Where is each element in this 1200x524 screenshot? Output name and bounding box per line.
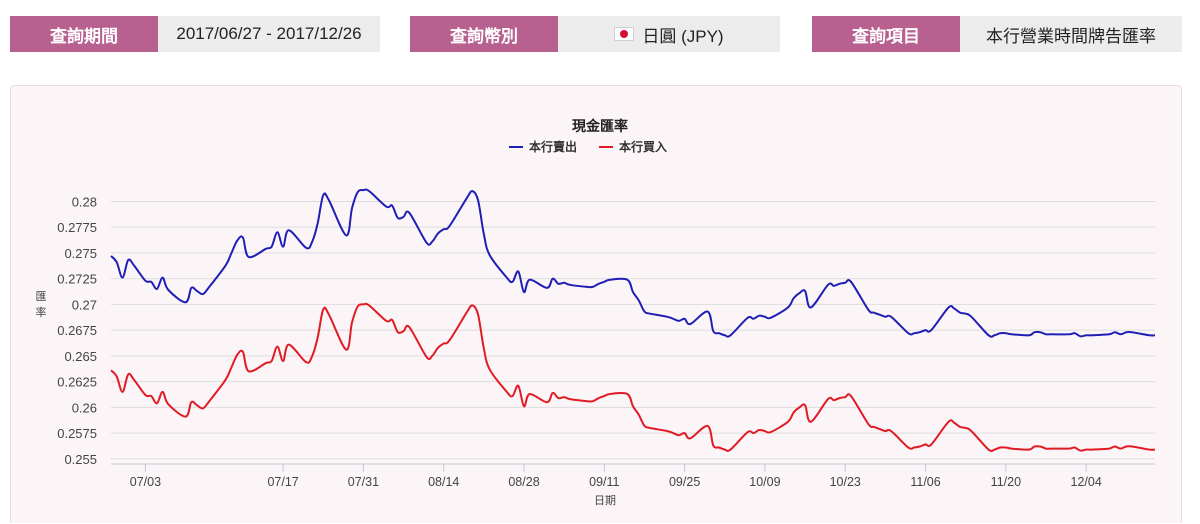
y-tick-label: 0.28 — [72, 194, 97, 209]
y-tick-label: 0.26 — [72, 400, 97, 415]
y-tick-label: 0.255 — [64, 452, 97, 467]
y-tick-label: 0.2775 — [57, 220, 97, 235]
period-value[interactable]: 2017/06/27 - 2017/12/26 — [158, 16, 380, 52]
chart-title: 現金匯率 — [572, 118, 628, 134]
x-tick-label: 07/03 — [130, 475, 161, 489]
x-tick-label: 11/20 — [991, 475, 1021, 489]
y-tick-label: 0.2575 — [57, 426, 97, 441]
y-tick-label: 0.275 — [64, 246, 97, 261]
x-tick-label: 12/04 — [1071, 475, 1102, 489]
x-tick-label: 07/31 — [348, 475, 379, 489]
item-value[interactable]: 本行營業時間牌告匯率 — [960, 16, 1182, 52]
x-tick-label: 07/17 — [267, 475, 298, 489]
x-tick-label: 11/06 — [910, 475, 940, 489]
x-axis-title: 日期 — [594, 494, 616, 507]
legend-label-sell: 本行賣出 — [529, 139, 577, 154]
y-tick-label: 0.265 — [64, 349, 97, 364]
series-line-sell — [110, 188, 1156, 338]
x-tick-label: 08/14 — [428, 475, 459, 489]
y-tick-label: 0.2725 — [57, 272, 97, 287]
chart-panel: 0.255 0.2575 0.26 0.2625 0.265 0.2675 0.27 0.27… — [10, 85, 1182, 523]
x-tick-label: 10/23 — [830, 475, 861, 489]
y-axis-title-1: 匯 — [36, 290, 47, 303]
item-group: 查詢項目 本行營業時間牌告匯率 — [812, 16, 1182, 52]
x-tick-label: 08/28 — [508, 475, 539, 489]
currency-group: 查詢幣別 日圓 (JPY) — [410, 16, 780, 52]
y-tick-label: 0.2675 — [57, 323, 97, 338]
exchange-rate-chart: 0.255 0.2575 0.26 0.2625 0.265 0.2675 0.27 0.27… — [36, 118, 1156, 507]
x-tick-label: 09/25 — [669, 475, 700, 489]
period-label: 查詢期間 — [10, 16, 158, 52]
legend-label-buy: 本行買入 — [619, 139, 667, 154]
currency-value: 日圓 (JPY) — [642, 26, 724, 46]
currency-label: 查詢幣別 — [410, 16, 558, 52]
currency-select[interactable]: 日圓 (JPY) — [558, 16, 780, 52]
item-label: 查詢項目 — [812, 16, 960, 52]
query-bar: 查詢期間 2017/06/27 - 2017/12/26 查詢幣別 日圓 (JP… — [10, 16, 1182, 52]
series-line-buy — [110, 302, 1156, 453]
period-group: 查詢期間 2017/06/27 - 2017/12/26 — [10, 16, 380, 52]
japan-flag-icon — [614, 27, 635, 41]
y-tick-label: 0.27 — [72, 297, 97, 312]
x-tick-label: 10/09 — [749, 475, 780, 489]
y-tick-label: 0.2625 — [57, 375, 97, 390]
x-tick-label: 09/11 — [589, 475, 619, 489]
y-axis-title-2: 率 — [36, 305, 47, 319]
